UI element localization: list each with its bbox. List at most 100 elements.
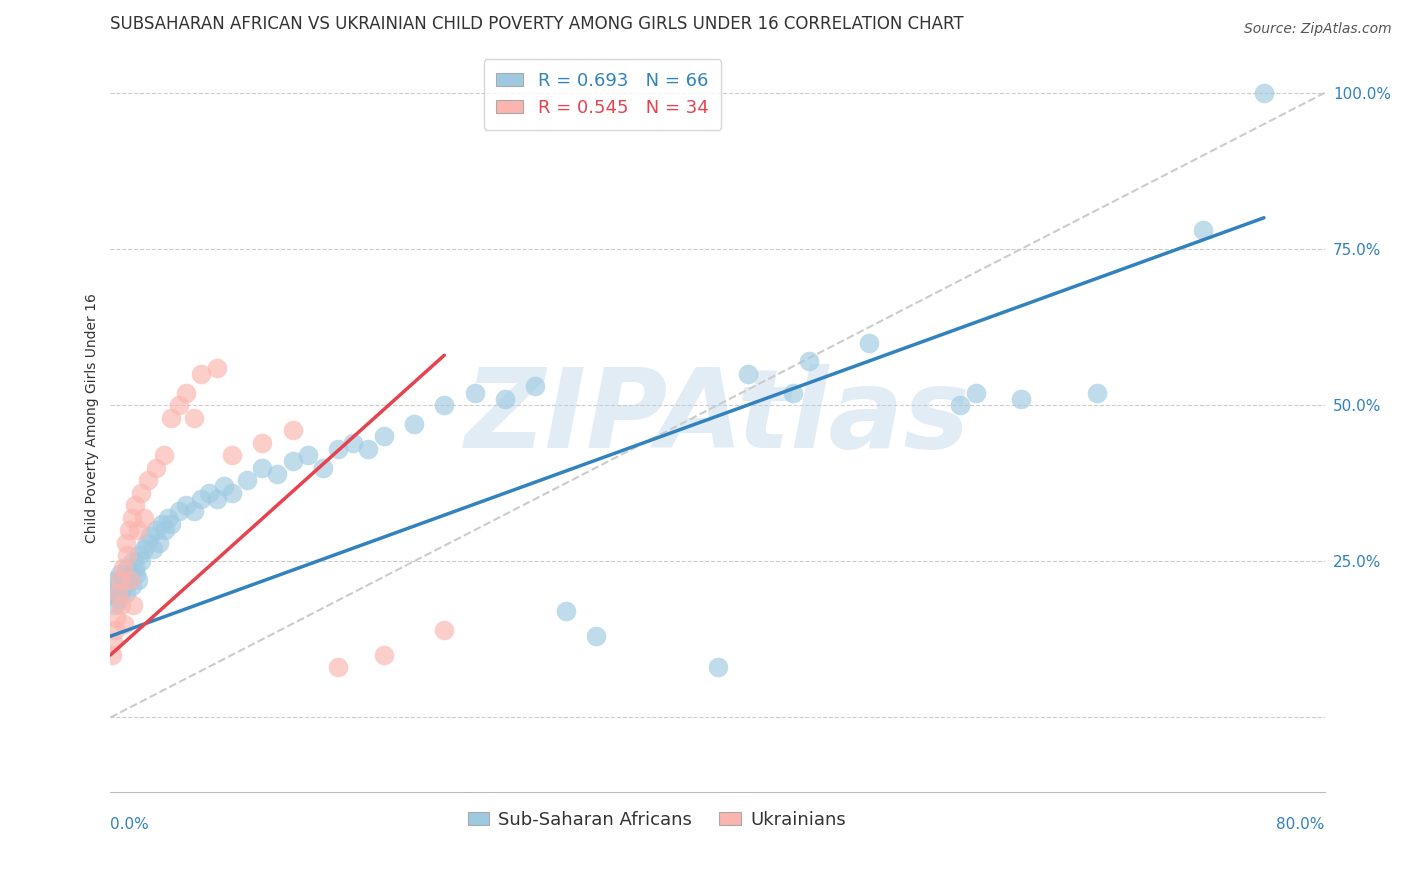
Point	[212, 479, 235, 493]
Point	[326, 660, 349, 674]
Point	[1010, 392, 1032, 406]
Point	[297, 448, 319, 462]
Point	[101, 585, 124, 599]
Point	[114, 535, 136, 549]
Text: SUBSAHARAN AFRICAN VS UKRAINIAN CHILD POVERTY AMONG GIRLS UNDER 16 CORRELATION C: SUBSAHARAN AFRICAN VS UKRAINIAN CHILD PO…	[111, 15, 965, 33]
Point	[433, 623, 456, 637]
Point	[250, 435, 273, 450]
Point	[117, 523, 139, 537]
Point	[122, 598, 145, 612]
Point	[176, 498, 198, 512]
Point	[782, 385, 804, 400]
Point	[464, 385, 486, 400]
Point	[190, 491, 212, 506]
Point	[110, 585, 132, 599]
Point	[183, 504, 205, 518]
Point	[160, 410, 183, 425]
Point	[1085, 385, 1108, 400]
Point	[122, 554, 145, 568]
Point	[138, 473, 160, 487]
Point	[326, 442, 349, 456]
Point	[342, 435, 364, 450]
Point	[129, 554, 152, 568]
Point	[125, 566, 148, 581]
Point	[1192, 223, 1215, 237]
Point	[111, 573, 134, 587]
Point	[167, 398, 190, 412]
Point	[205, 491, 228, 506]
Point	[121, 510, 143, 524]
Point	[132, 510, 155, 524]
Point	[135, 535, 157, 549]
Point	[433, 398, 456, 412]
Point	[266, 467, 288, 481]
Point	[858, 335, 880, 350]
Text: 0.0%: 0.0%	[111, 817, 149, 832]
Point	[107, 591, 129, 606]
Point	[312, 460, 335, 475]
Point	[153, 523, 176, 537]
Point	[142, 541, 165, 556]
Point	[585, 629, 607, 643]
Point	[114, 585, 136, 599]
Point	[524, 379, 547, 393]
Point	[281, 423, 304, 437]
Point	[190, 367, 212, 381]
Point	[117, 573, 139, 587]
Point	[949, 398, 972, 412]
Point	[112, 579, 135, 593]
Point	[176, 385, 198, 400]
Point	[124, 560, 146, 574]
Point	[124, 498, 146, 512]
Point	[115, 548, 138, 562]
Point	[121, 579, 143, 593]
Point	[1253, 86, 1275, 100]
Point	[357, 442, 380, 456]
Point	[139, 529, 162, 543]
Point	[108, 573, 131, 587]
Point	[250, 460, 273, 475]
Point	[554, 604, 576, 618]
Point	[402, 417, 425, 431]
Point	[104, 598, 127, 612]
Point	[152, 448, 174, 462]
Text: ZIPAtlas: ZIPAtlas	[465, 364, 970, 471]
Point	[965, 385, 987, 400]
Point	[737, 367, 759, 381]
Point	[167, 504, 190, 518]
Point	[104, 623, 127, 637]
Point	[127, 573, 149, 587]
Point	[115, 560, 138, 574]
Point	[281, 454, 304, 468]
Text: 80.0%: 80.0%	[1277, 817, 1324, 832]
Point	[129, 485, 152, 500]
Point	[145, 523, 167, 537]
Point	[221, 448, 243, 462]
Point	[797, 354, 820, 368]
Point	[105, 610, 128, 624]
Point	[120, 573, 142, 587]
Point	[494, 392, 516, 406]
Point	[111, 560, 134, 574]
Point	[108, 566, 131, 581]
Point	[236, 473, 259, 487]
Point	[205, 360, 228, 375]
Point	[145, 460, 167, 475]
Point	[373, 648, 395, 662]
Point	[120, 566, 142, 581]
Point	[132, 541, 155, 556]
Point	[183, 410, 205, 425]
Point	[112, 616, 135, 631]
Point	[105, 573, 128, 587]
Point	[198, 485, 221, 500]
Point	[373, 429, 395, 443]
Point	[128, 548, 150, 562]
Point	[221, 485, 243, 500]
Point	[101, 648, 124, 662]
Point	[110, 598, 132, 612]
Point	[103, 635, 125, 649]
Point	[107, 585, 129, 599]
Point	[127, 523, 149, 537]
Text: Source: ZipAtlas.com: Source: ZipAtlas.com	[1244, 22, 1392, 37]
Point	[706, 660, 728, 674]
